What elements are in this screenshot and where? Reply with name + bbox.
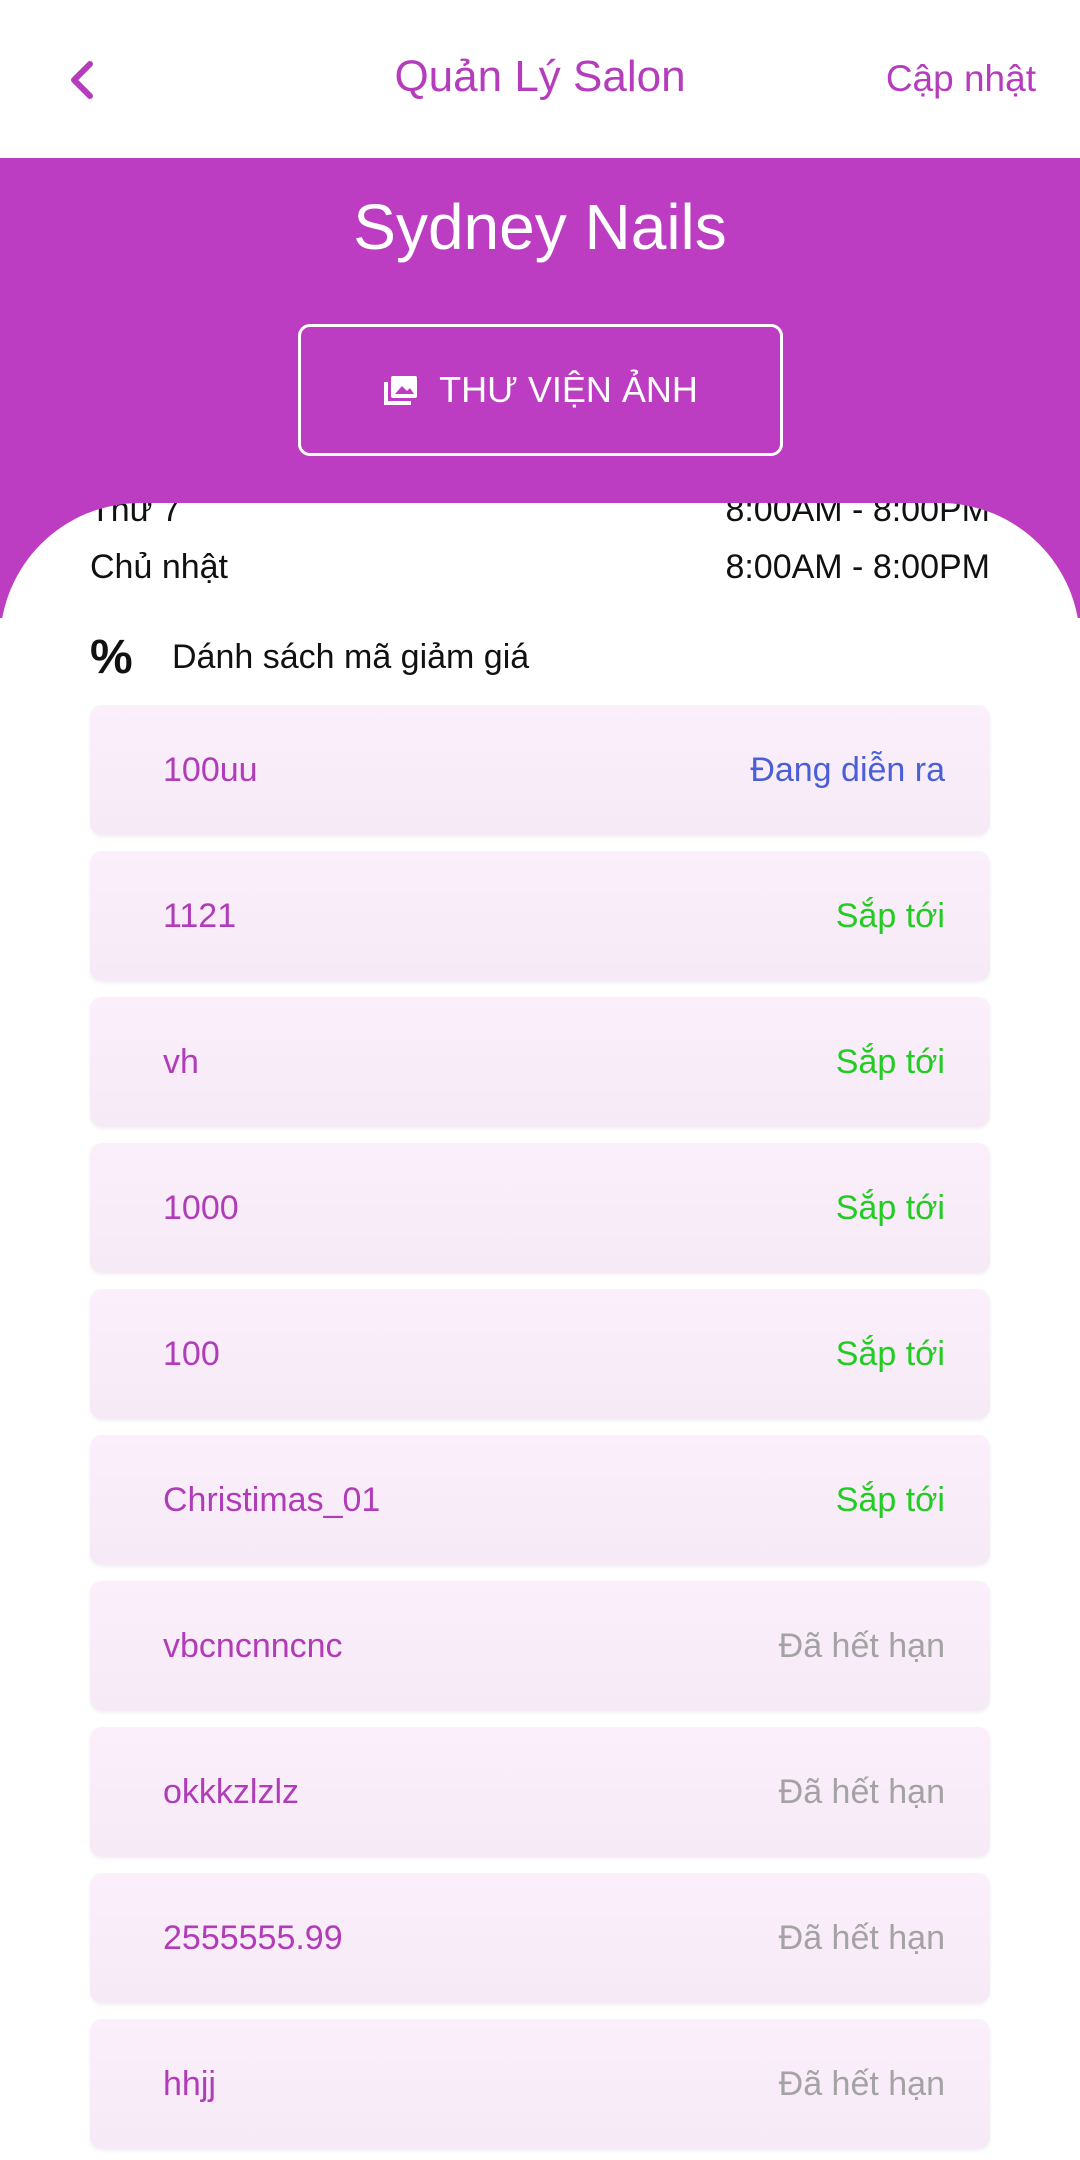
coupon-code: 1000 bbox=[163, 1188, 239, 1227]
coupon-code: okkkzlzlz bbox=[163, 1772, 300, 1811]
hours-time: 8:00AM - 8:00PM bbox=[725, 503, 990, 529]
back-button[interactable] bbox=[62, 50, 102, 110]
coupon-status: Sắp tới bbox=[835, 1334, 945, 1373]
coupon-code: hhjj bbox=[163, 2064, 216, 2103]
coupon-section-header: % Dánh sách mã giảm giá bbox=[90, 630, 529, 685]
salon-details-sheet: Thứ 7 8:00AM - 8:00PM Chủ nhật 8:00AM - … bbox=[0, 503, 1080, 2160]
update-button[interactable]: Cập nhật bbox=[885, 58, 1036, 99]
coupon-card[interactable]: 1000 Sắp tới bbox=[90, 1143, 990, 1273]
coupon-card[interactable]: 1121 Sắp tới bbox=[90, 851, 990, 981]
photo-library-icon bbox=[384, 376, 418, 405]
coupon-card[interactable]: vh Sắp tới bbox=[90, 997, 990, 1127]
coupon-status: Sắp tới bbox=[835, 896, 945, 935]
hours-row: Chủ nhật 8:00AM - 8:00PM bbox=[90, 548, 990, 587]
hours-day: Thứ 7 bbox=[90, 503, 181, 529]
coupon-status: Sắp tới bbox=[835, 1188, 945, 1227]
coupon-card[interactable]: 100 Sắp tới bbox=[90, 1289, 990, 1419]
gallery-button[interactable]: THƯ VIỆN ẢNH bbox=[298, 324, 783, 456]
coupon-status: Đã hết hạn bbox=[778, 2064, 945, 2103]
coupon-card[interactable]: okkkzlzlz Đã hết hạn bbox=[90, 1727, 990, 1857]
coupon-card[interactable]: vbcncnncnc Đã hết hạn bbox=[90, 1581, 990, 1711]
hours-row: Thứ 7 8:00AM - 8:00PM bbox=[90, 503, 990, 530]
coupon-code: 2555555.99 bbox=[163, 1918, 343, 1957]
coupon-card[interactable]: Christimas_01 Sắp tới bbox=[90, 1435, 990, 1565]
coupon-status: Đã hết hạn bbox=[778, 1918, 945, 1957]
coupon-code: 1121 bbox=[163, 896, 237, 935]
coupon-status: Đã hết hạn bbox=[778, 1772, 945, 1811]
hours-time: 8:00AM - 8:00PM bbox=[725, 548, 990, 586]
coupon-section-title: Dánh sách mã giảm giá bbox=[172, 638, 530, 676]
coupon-code: vbcncnncnc bbox=[163, 1626, 343, 1665]
salon-name: Sydney Nails bbox=[353, 191, 727, 263]
coupon-code: vh bbox=[163, 1042, 199, 1081]
coupon-code: 100uu bbox=[163, 750, 258, 789]
chevron-left-icon bbox=[71, 61, 93, 99]
coupon-code: 100 bbox=[163, 1334, 220, 1373]
hours-day: Chủ nhật bbox=[90, 548, 228, 586]
page-title: Quản Lý Salon bbox=[394, 52, 686, 101]
coupon-code: Christimas_01 bbox=[163, 1480, 381, 1519]
gallery-label: THƯ VIỆN ẢNH bbox=[439, 369, 698, 410]
coupon-status: Sắp tới bbox=[835, 1042, 945, 1081]
coupon-status: Đang diễn ra bbox=[750, 750, 945, 789]
coupon-card[interactable]: 2555555.99 Đã hết hạn bbox=[90, 1873, 990, 2003]
coupon-status: Sắp tới bbox=[835, 1480, 945, 1519]
coupon-card[interactable]: hhjj Đã hết hạn bbox=[90, 2019, 990, 2149]
coupon-status: Đã hết hạn bbox=[778, 1626, 945, 1665]
percent-icon: % bbox=[90, 631, 133, 684]
app-header: Quản Lý Salon Cập nhật bbox=[0, 0, 1080, 158]
coupon-card[interactable]: 100uu Đang diễn ra bbox=[90, 705, 990, 835]
